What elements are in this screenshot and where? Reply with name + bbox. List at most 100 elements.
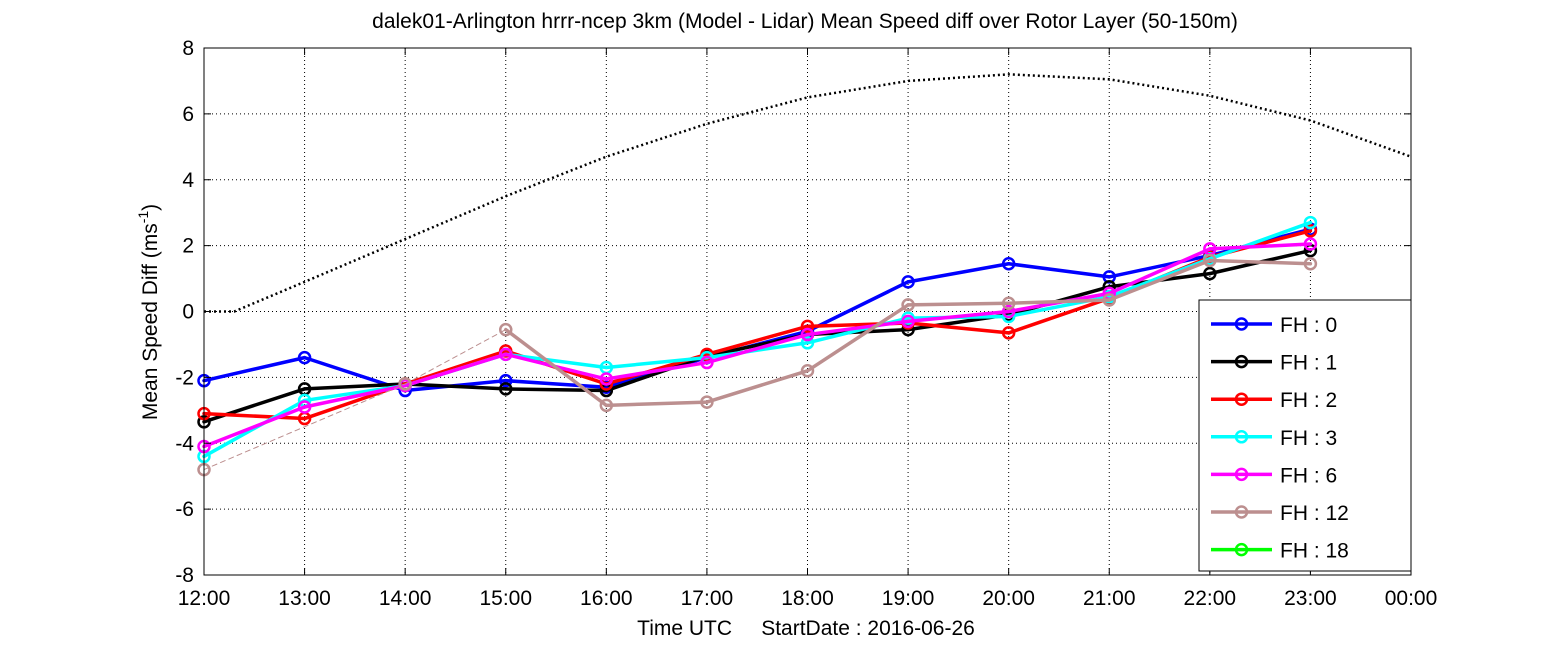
series-segment: [906, 261, 1011, 284]
data-point: [901, 275, 915, 289]
legend: FH : 0 FH : 1 FH : 2 FH : 3 FH : 6 FH : 12 FH …: [1198, 299, 1412, 572]
series-segment: [1107, 253, 1212, 279]
y-tick-label: -6: [175, 498, 194, 521]
series-segment: [705, 324, 810, 357]
y-tick-label: 2: [182, 235, 194, 258]
data-point: [901, 298, 915, 312]
legend-marker: [1234, 467, 1249, 482]
x-tick-label: 17:00: [681, 587, 734, 610]
data-point: [1001, 326, 1016, 340]
series-segment: [403, 349, 508, 386]
data-point: [297, 400, 312, 414]
legend-marker: [1234, 430, 1249, 444]
data-point: [599, 372, 614, 386]
data-point: [1203, 253, 1217, 268]
legend-label: FH : 3: [1280, 427, 1337, 450]
legend-label: FH : 0: [1280, 314, 1337, 337]
data-point: [1303, 215, 1318, 230]
data-point: [499, 373, 513, 388]
series-segment: [202, 411, 307, 421]
series-segment: [1107, 257, 1212, 299]
data-point: [1303, 256, 1318, 271]
x-tick-label: 23:00: [1284, 587, 1337, 610]
data-point: [800, 336, 815, 350]
series-segment: [906, 301, 1011, 307]
series-segment: [906, 309, 1011, 324]
series-segment: [504, 327, 609, 408]
y-tick-label: -4: [175, 432, 194, 455]
y-tick-label: 8: [182, 37, 194, 60]
series-segment: [1006, 298, 1111, 306]
series-segment: [604, 400, 709, 408]
series-segment: [705, 332, 810, 365]
data-point: [1001, 304, 1016, 319]
x-tick-label: 15:00: [479, 587, 532, 610]
series-segment: [1208, 258, 1313, 266]
legend-marker: [1234, 505, 1249, 519]
reference-curve-line: [204, 73, 1412, 313]
series-segment: [504, 378, 609, 390]
series-segment: [1107, 247, 1212, 296]
series-segment: [604, 354, 709, 393]
legend-label: FH : 12: [1280, 502, 1349, 525]
series-segment: [604, 360, 709, 381]
series-segment: [203, 383, 406, 471]
data-point: [1001, 296, 1016, 311]
legend-marker: [1234, 317, 1249, 331]
chart-title: dalek01-Arlington hrrr-ncep 3km (Model -…: [372, 10, 1238, 33]
x-tick-label: 20:00: [982, 587, 1035, 610]
x-axis-label: Time UTC StartDate : 2016-06-26: [637, 617, 975, 640]
legend-marker: [1234, 392, 1249, 406]
data-point: [297, 350, 312, 365]
series-segment: [504, 352, 609, 370]
x-tick-label: 13:00: [278, 587, 331, 610]
series-5: [197, 253, 1318, 477]
series-segment: [302, 382, 407, 391]
series-segment: [805, 280, 910, 334]
data-point: [800, 364, 815, 378]
data-point: [700, 355, 714, 370]
series-segment: [403, 352, 508, 388]
series-segment: [302, 383, 407, 409]
data-point: [499, 347, 513, 362]
series-group: [197, 215, 1318, 477]
series-segment: [805, 303, 910, 373]
y-tick-label: 0: [182, 301, 194, 324]
x-tick-label: 16:00: [580, 587, 633, 610]
series-segment: [202, 355, 307, 383]
data-point: [398, 377, 412, 391]
series-segment: [1208, 242, 1313, 251]
data-point: [1001, 256, 1016, 271]
y-tick-label: 6: [182, 103, 194, 126]
y-axis-label-sup: -1: [135, 211, 151, 224]
legend-marker: [1234, 542, 1249, 557]
x-tick-label: 18:00: [781, 587, 834, 610]
y-axis-label-main: Mean Speed Diff (ms: [139, 223, 162, 420]
x-tick-label: 22:00: [1184, 587, 1237, 610]
data-point: [1303, 237, 1318, 251]
data-point: [599, 398, 614, 413]
y-tick-label: -8: [175, 564, 194, 587]
series-segment: [604, 355, 709, 370]
data-point: [700, 395, 714, 409]
series-segment: [1208, 220, 1313, 261]
x-tick-label: 12:00: [178, 587, 231, 610]
series-4: [197, 237, 1318, 454]
reference-curve: [204, 73, 1412, 313]
series-segment: [403, 382, 508, 391]
series-segment: [504, 387, 609, 393]
series-segment: [906, 321, 1011, 335]
legend-marker: [1234, 354, 1249, 369]
x-tick-label: 21:00: [1083, 587, 1136, 610]
y-axis-label: Mean Speed Diff (ms-1): [135, 204, 162, 420]
axis-ticks: 12:00 13:00 14:00 15:00 16:00 17:00 18:00 19:00…: [175, 37, 1437, 610]
data-point: [901, 314, 915, 329]
data-point: [1303, 224, 1318, 238]
data-point: [1102, 293, 1116, 307]
x-tick-label: 00:00: [1385, 587, 1438, 610]
data-point: [1203, 266, 1217, 281]
y-tick-label: -2: [175, 366, 194, 389]
data-point: [499, 322, 513, 337]
series-1: [197, 243, 1318, 429]
